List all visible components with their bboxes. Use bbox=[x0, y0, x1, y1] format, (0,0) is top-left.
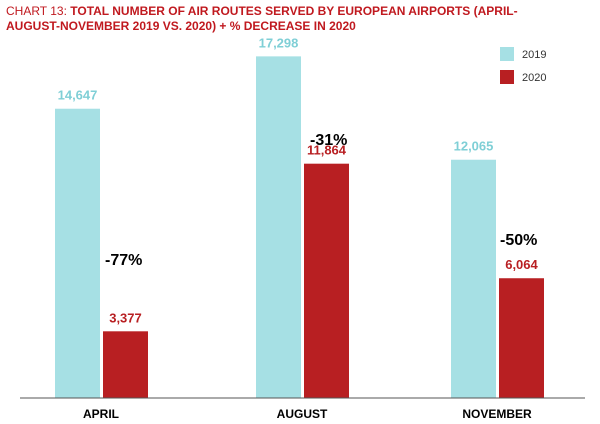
bar-2020-november bbox=[499, 278, 544, 398]
bar-2020-august bbox=[304, 163, 349, 398]
bar-2019-november bbox=[451, 159, 496, 398]
bar-2019-april bbox=[55, 108, 100, 399]
category-label-april: APRIL bbox=[83, 407, 119, 421]
legend-swatch-2019 bbox=[500, 47, 514, 61]
percent-decrease-august: -31% bbox=[310, 132, 347, 149]
legend-swatch-2020 bbox=[500, 70, 514, 84]
category-label-august: AUGUST bbox=[277, 407, 328, 421]
value-label-2019-april: 14,647 bbox=[58, 88, 98, 103]
legend: 2019 2020 bbox=[500, 47, 546, 84]
percent-decrease-group: -77% -31% -50% bbox=[105, 132, 537, 269]
legend-label-2020: 2020 bbox=[522, 72, 546, 84]
bar-2020-april bbox=[103, 331, 148, 398]
value-label-2020-november: 6,064 bbox=[505, 257, 538, 272]
bars-group bbox=[55, 56, 544, 399]
value-label-2020-august: 11,864 bbox=[307, 143, 347, 158]
percent-decrease-april: -77% bbox=[105, 252, 142, 269]
value-label-2019-november: 12,065 bbox=[454, 139, 494, 154]
category-label-november: NOVEMBER bbox=[462, 407, 532, 421]
chart-title-prefix: CHART 13: bbox=[6, 4, 71, 18]
value-label-2020-april: 3,377 bbox=[109, 310, 142, 325]
chart-title-text: TOTAL NUMBER OF AIR ROUTES SERVED BY EUR… bbox=[6, 4, 518, 33]
category-labels-group: APRIL AUGUST NOVEMBER bbox=[83, 407, 532, 421]
value-label-2019-august: 17,298 bbox=[259, 35, 299, 50]
percent-decrease-november: -50% bbox=[500, 232, 537, 249]
legend-label-2019: 2019 bbox=[522, 49, 546, 61]
value-labels-group: 14,647 3,377 17,298 11,864 12,065 6,064 bbox=[58, 35, 539, 325]
chart-title: CHART 13: TOTAL NUMBER OF AIR ROUTES SER… bbox=[6, 4, 566, 34]
bar-2019-august bbox=[256, 56, 301, 398]
